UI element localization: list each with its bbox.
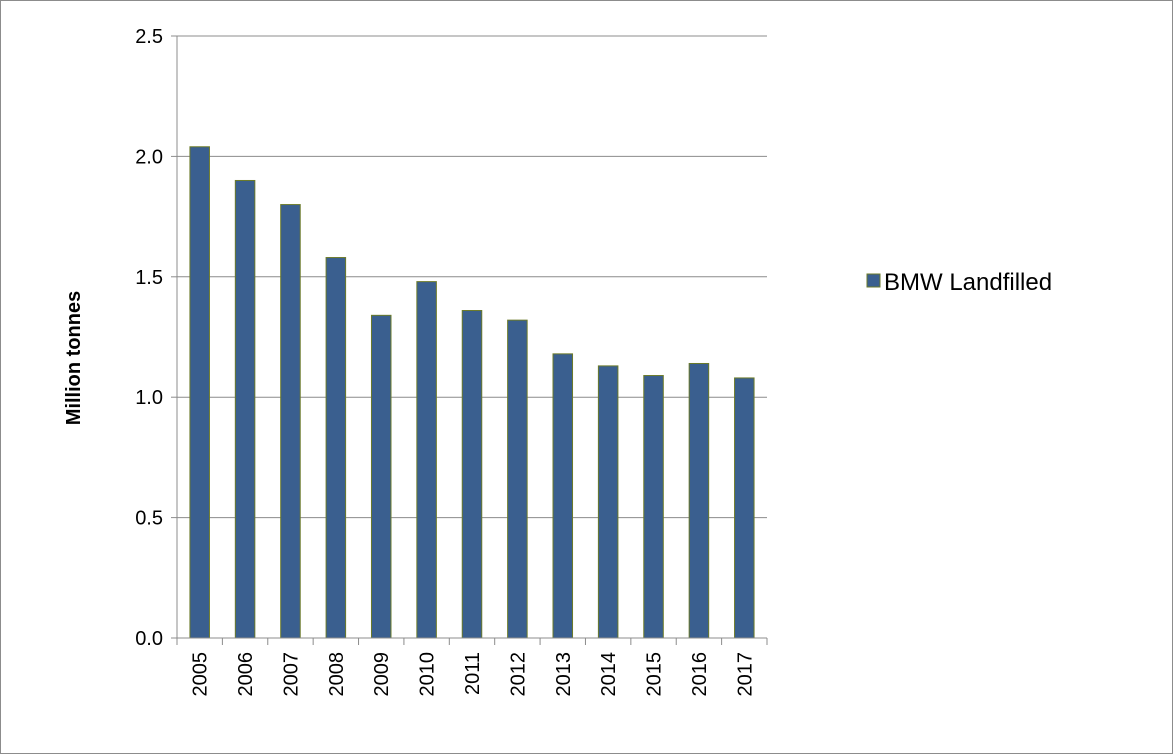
y-tick-label: 2.5 bbox=[135, 26, 163, 48]
bar-2016 bbox=[688, 362, 710, 639]
y-tick-label: 1.0 bbox=[135, 387, 163, 409]
bar-2009 bbox=[370, 314, 392, 639]
y-axis-title: Million tonnes bbox=[63, 291, 85, 425]
bar-2008 bbox=[325, 257, 347, 639]
x-tick-label: 2010 bbox=[417, 652, 439, 697]
y-tick-labels: 0.0 0.5 1.0 1.5 2.0 2.5 bbox=[135, 26, 163, 650]
y-tick-label: 0.5 bbox=[135, 508, 163, 530]
x-tick-label: 2005 bbox=[190, 652, 212, 697]
x-tick-label: 2009 bbox=[371, 652, 393, 697]
x-tick-label: 2016 bbox=[689, 652, 711, 697]
x-tick-label: 2006 bbox=[235, 652, 257, 697]
y-tick-label: 1.5 bbox=[135, 267, 163, 289]
x-tick-label: 2007 bbox=[280, 652, 302, 697]
bar-2010 bbox=[416, 281, 437, 639]
bar-2014 bbox=[597, 365, 619, 639]
x-tick-label: 2011 bbox=[462, 652, 484, 695]
x-tick-label: 2008 bbox=[326, 652, 348, 697]
bar-2007 bbox=[280, 204, 301, 639]
x-tick-label: 2012 bbox=[507, 652, 529, 697]
legend: BMW Landfilled bbox=[866, 269, 1052, 296]
bar-2013 bbox=[552, 353, 574, 639]
axes bbox=[171, 35, 768, 645]
x-tick-labels: 2005 2006 2007 2008 2009 2010 2011 2012 2013 2014… bbox=[190, 652, 757, 697]
x-tick-label: 2017 bbox=[734, 652, 756, 697]
x-tick-label: 2014 bbox=[598, 652, 620, 697]
bar-2011 bbox=[461, 310, 483, 639]
legend-swatch bbox=[866, 273, 881, 288]
bar-2005 bbox=[189, 146, 210, 639]
y-tick-label: 0.0 bbox=[135, 628, 163, 650]
y-tick-label: 2.0 bbox=[135, 146, 163, 168]
bar-2006 bbox=[234, 179, 256, 639]
legend-label-bmw-landfilled: BMW Landfilled bbox=[884, 269, 1052, 296]
x-tick-label: 2013 bbox=[553, 652, 575, 697]
bar-2015 bbox=[643, 375, 664, 639]
bar-2017 bbox=[734, 377, 755, 639]
bars bbox=[189, 146, 755, 639]
bar-2012 bbox=[507, 319, 528, 639]
x-tick-label: 2015 bbox=[644, 652, 666, 697]
